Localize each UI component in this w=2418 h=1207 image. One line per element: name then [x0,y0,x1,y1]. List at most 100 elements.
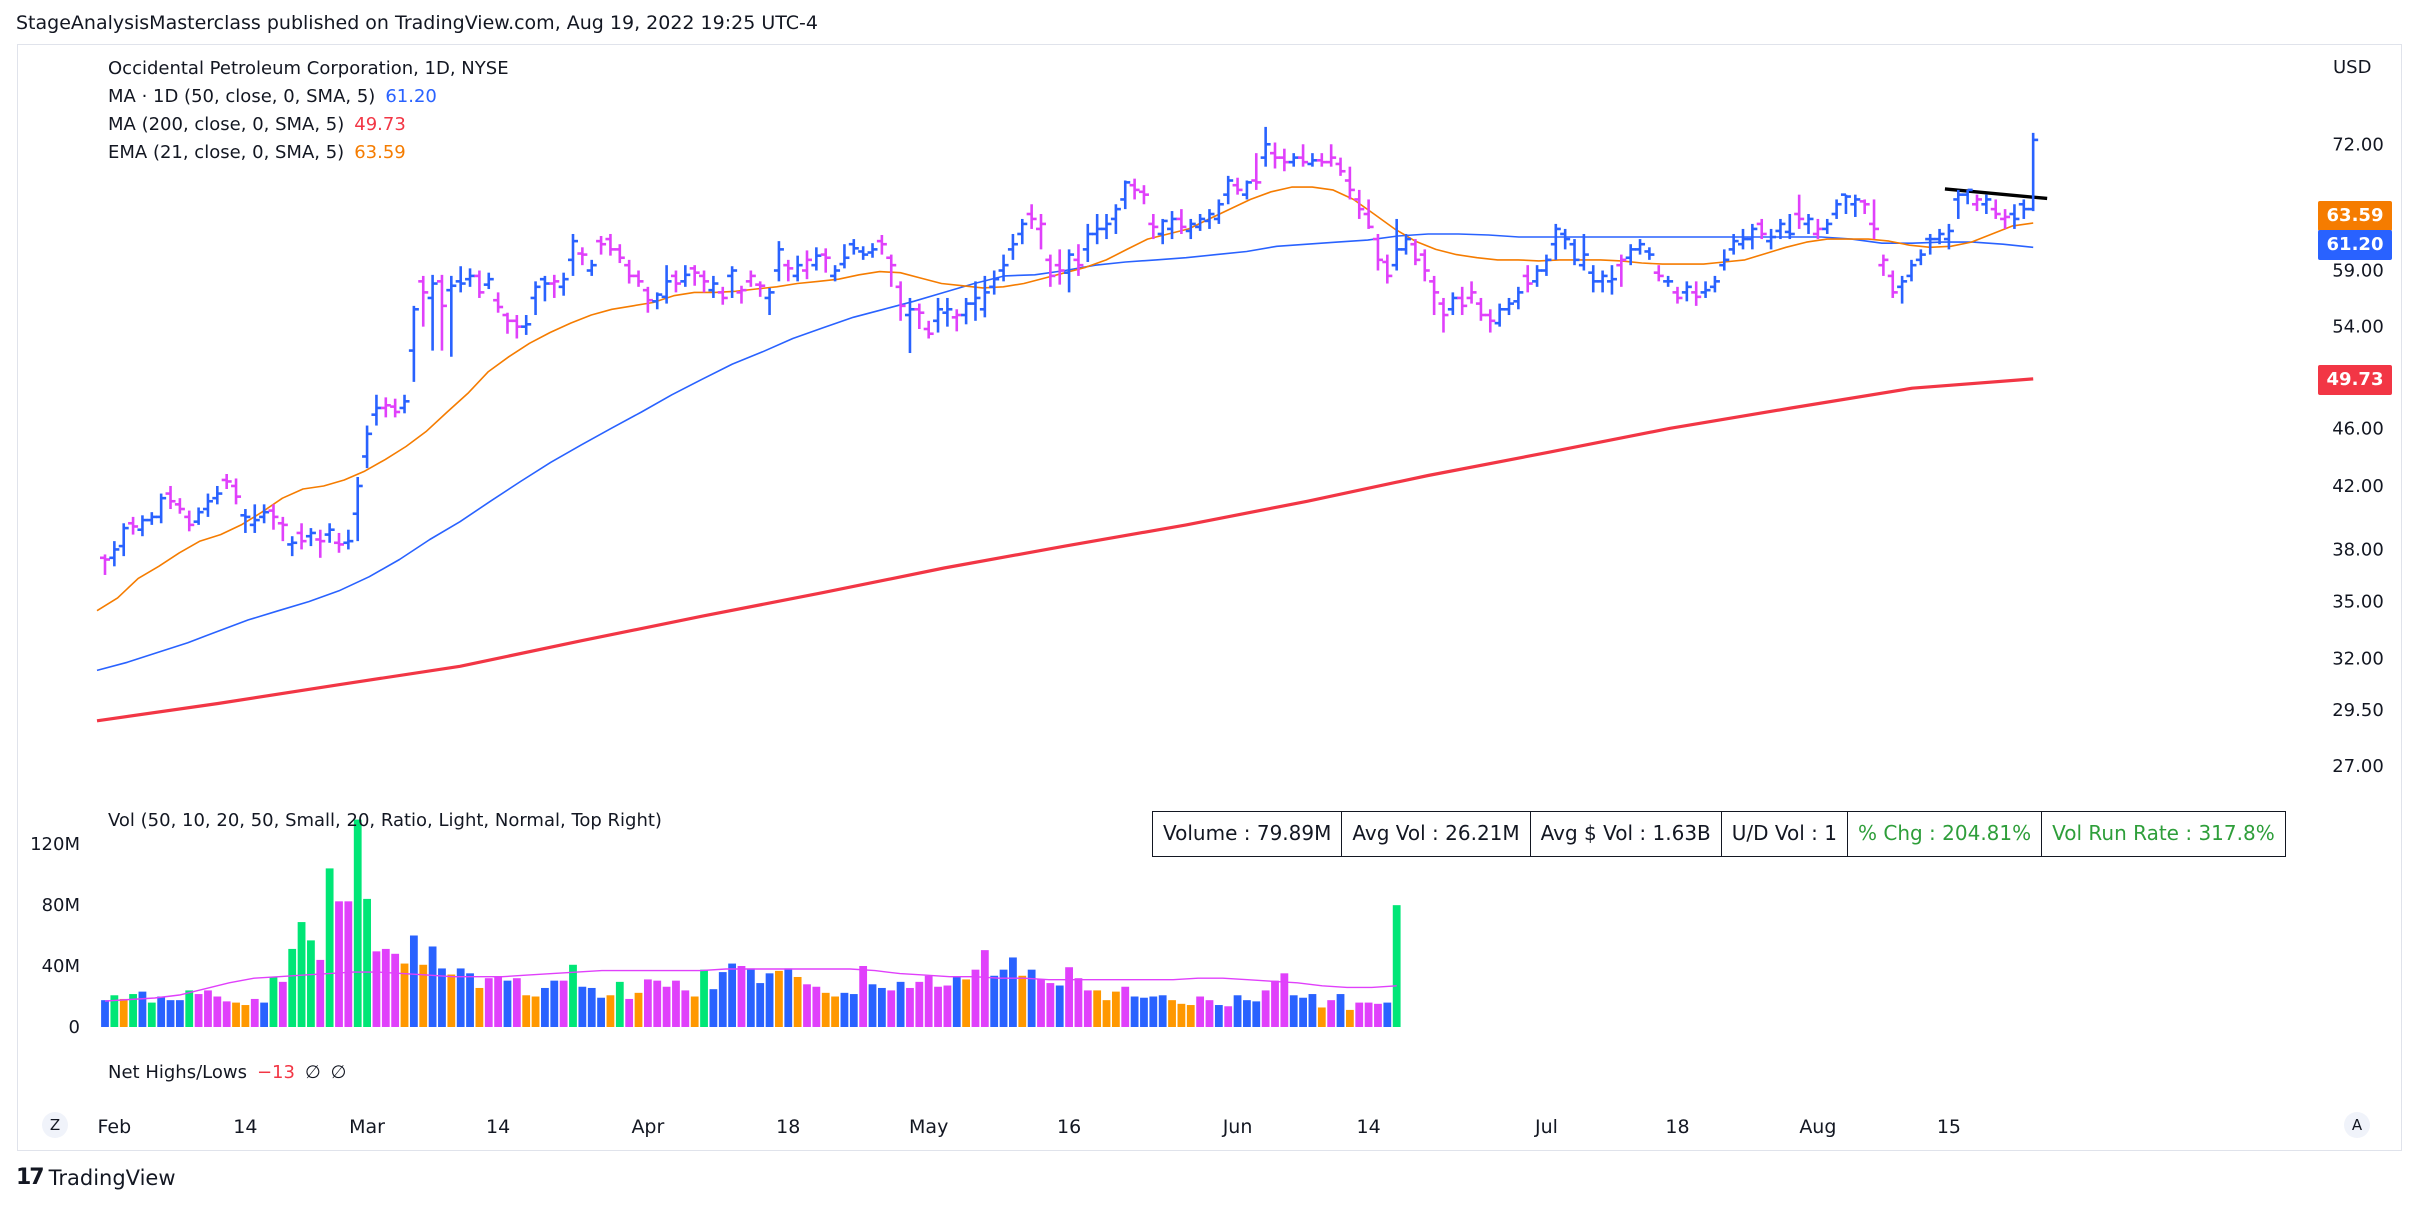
volume-bar [765,973,774,1027]
ohlc-bar [1766,228,1777,250]
price-tick-5: 42.00 [2332,476,2384,497]
ohlc-bar [118,523,129,557]
ohlc-bar [2000,209,2011,229]
volume-bar [409,935,418,1027]
time-label-2: Mar [349,1116,385,1138]
volume-bar [578,986,587,1027]
ohlc-bar [839,244,850,269]
volume-bar [1083,990,1092,1027]
volume-bar [784,968,793,1027]
ma50-value: 61.20 [385,86,437,107]
volume-bar [1196,996,1205,1027]
ohlc-bar [876,234,887,255]
ohlc-bar [483,272,494,290]
volume-bar [344,901,353,1027]
ohlc-bar [773,241,784,282]
time-label-6: May [909,1116,948,1138]
volume-bar [962,979,971,1027]
ohlc-bar [764,287,775,316]
volume-bar [756,983,765,1027]
ohlc-bar [1213,199,1224,224]
volume-bar [381,948,390,1027]
tradingview-logo-icon: 17 [16,1165,45,1190]
ohlc-bar [670,270,681,293]
volume-bar [269,976,278,1027]
volume-bar [718,972,727,1027]
volume-bar [1289,995,1298,1027]
volume-bar [1327,1000,1336,1027]
ohlc-bar [1344,166,1355,200]
ohlc-bar [1550,223,1561,260]
volume-bar [1345,1009,1354,1027]
volume-bar [952,976,961,1027]
ohlc-bar [904,297,915,354]
ohlc-bar [184,510,195,532]
volume-bar [737,966,746,1027]
volume-bar [943,985,952,1027]
stat-vol-run-rate: Vol Run Rate : 317.8% [2052,821,2275,845]
ema21-value: 63.59 [354,142,406,163]
ohlc-bar [1204,209,1215,229]
ohlc-bar [867,243,878,258]
chart-frame[interactable] [17,44,2402,1151]
volume-bar [1205,1000,1214,1027]
volume-bar [101,1000,109,1027]
ohlc-bar [474,270,485,298]
volume-bar [400,963,409,1027]
volume-bar [840,992,849,1027]
ohlc-bar [202,493,213,517]
time-label-7: 16 [1057,1116,1081,1138]
ohlc-bar [998,254,1009,282]
volume-bar [1280,973,1289,1027]
ohlc-bar [146,512,157,525]
ohlc-bar [1457,286,1468,316]
price-tick-0: 72.00 [2332,134,2384,155]
ohlc-bar [1606,265,1617,295]
timezone-toggle-button[interactable]: Z [42,1112,68,1138]
volume-bar [1186,1005,1195,1027]
stat-ud-vol: U/D Vol : 1 [1722,812,1848,856]
volume-bar [512,978,521,1027]
legend-net-highs: Net Highs/Lows −13 ∅ ∅ [108,1062,346,1083]
auto-scale-button[interactable]: A [2344,1112,2370,1138]
volume-tick-3: 0 [69,1017,80,1038]
volume-tick-1: 80M [42,895,80,916]
net-highs-extra-2: ∅ [330,1062,347,1083]
volume-bar [831,996,839,1027]
volume-bar [821,992,830,1027]
ohlc-bar [240,509,251,533]
ohlc-bar [502,312,513,334]
tradingview-brand[interactable]: 17 TradingView [16,1165,176,1190]
volume-bar [531,996,540,1027]
volume-bar [1168,1000,1176,1027]
volume-bar [1102,1000,1111,1027]
ohlc-bar [1635,239,1646,255]
ohlc-bar [577,247,588,266]
ohlc-bar [811,247,822,271]
ohlc-bar [1064,249,1075,293]
ohlc-bar [717,286,728,305]
ohlc-bar [1026,204,1037,229]
ohlc-bar [1260,126,1271,167]
ohlc-bar [165,485,176,510]
volume-bar [1130,996,1139,1027]
volume-bar [353,819,362,1027]
volume-bar [250,998,259,1027]
volume-bar [1374,1003,1382,1027]
ohlc-bar [1616,254,1627,287]
ohlc-bar [1812,218,1823,240]
ohlc-bar [970,281,981,321]
ohlc-bar [1569,239,1580,266]
ohlc-bar [2009,204,2020,229]
ohlc-bar [1138,185,1149,205]
ohlc-bar [1288,153,1299,167]
ohlc-bar [1663,275,1674,287]
ohlc-bar [1354,189,1365,219]
ohlc-bar [1148,214,1159,240]
volume-bar [587,987,596,1027]
volume-bar [241,1005,250,1027]
ohlc-bar [1981,194,1992,215]
ohlc-bar [1990,199,2001,219]
time-label-12: Aug [1799,1116,1836,1138]
